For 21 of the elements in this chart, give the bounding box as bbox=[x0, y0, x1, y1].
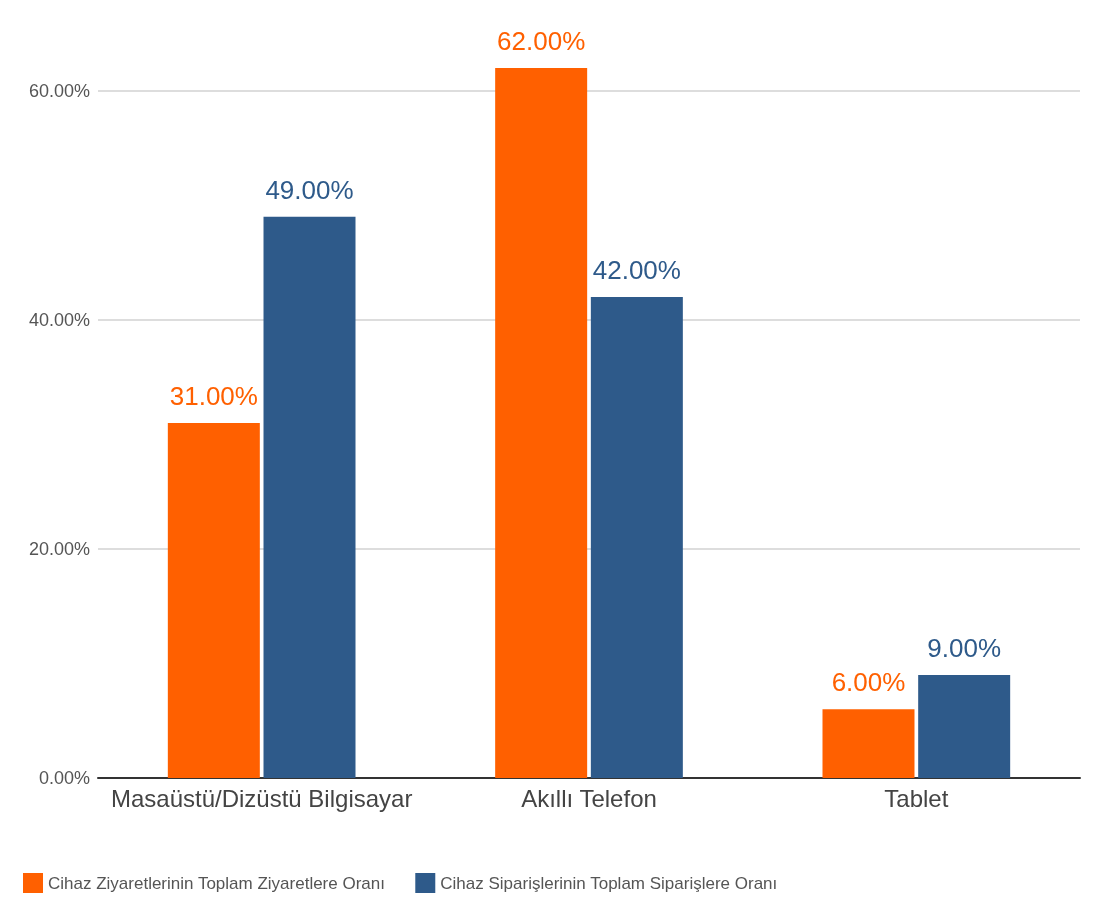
x-tick-label: Masaüstü/Dizüstü Bilgisayar bbox=[110, 784, 413, 812]
x-tick-label: Tablet bbox=[884, 784, 949, 812]
bar bbox=[167, 423, 260, 778]
bar bbox=[822, 709, 915, 778]
y-tick-label: 0.00% bbox=[38, 768, 90, 788]
bar bbox=[263, 216, 356, 778]
data-label: 42.00% bbox=[592, 255, 681, 286]
bar bbox=[590, 297, 683, 778]
legend-label: Cihaz Ziyaretlerinin Toplam Ziyaretlere Oranı bbox=[48, 873, 385, 893]
bar bbox=[918, 674, 1011, 778]
data-label: 6.00% bbox=[831, 667, 906, 698]
data-label: 9.00% bbox=[927, 632, 1002, 663]
y-tick-label: 40.00% bbox=[28, 309, 90, 330]
y-tick-label: 20.00% bbox=[28, 538, 90, 559]
data-label: 49.00% bbox=[265, 174, 354, 205]
y-tick-label: 60.00% bbox=[28, 80, 90, 101]
data-label: 62.00% bbox=[497, 26, 586, 56]
bar bbox=[495, 68, 588, 778]
data-label: 31.00% bbox=[169, 381, 258, 411]
legend-label: Cihaz Siparişlerinin Toplam Siparişlere Oranı bbox=[440, 873, 778, 893]
x-tick-label: Akıllı Telefon bbox=[521, 784, 657, 812]
